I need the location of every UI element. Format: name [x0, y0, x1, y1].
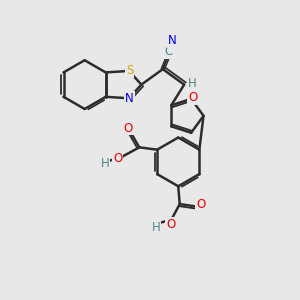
Text: N: N	[125, 92, 134, 105]
Text: O: O	[166, 218, 176, 231]
Text: O: O	[113, 152, 122, 165]
Text: C: C	[164, 45, 173, 58]
Text: H: H	[152, 221, 160, 234]
Text: H: H	[101, 157, 110, 169]
Text: S: S	[126, 64, 133, 77]
Text: O: O	[196, 199, 205, 212]
Text: O: O	[124, 122, 133, 134]
Text: H: H	[188, 76, 197, 90]
Text: N: N	[168, 34, 177, 47]
Text: O: O	[188, 92, 197, 104]
